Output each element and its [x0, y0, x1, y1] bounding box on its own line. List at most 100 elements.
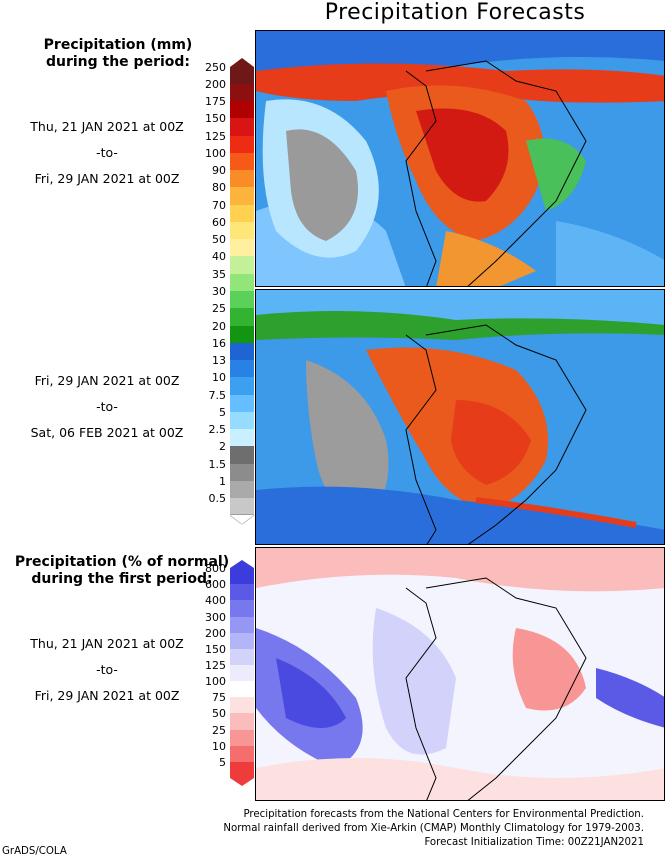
period-1-sep: -to-	[96, 145, 118, 160]
anomaly-colorbar-swatch	[230, 713, 254, 730]
anomaly-colorbar-swatch	[230, 648, 254, 666]
anomaly-colorbar-swatch	[230, 681, 254, 698]
period-2-label: Fri, 29 JAN 2021 at 00Z -to- Sat, 06 FEB…	[0, 373, 217, 451]
anomaly-colorbar-tick-label: 300	[205, 610, 226, 624]
amount-colorbar-tick-label: 20	[212, 319, 226, 333]
period-3-start: Thu, 21 JAN 2021 at 00Z	[30, 636, 184, 651]
amount-heading-line-1: Precipitation (mm)	[43, 37, 193, 53]
anomaly-colorbar-swatch	[230, 568, 254, 585]
map-panel-anomaly	[255, 547, 665, 801]
amount-colorbar-bottom-arrow	[230, 515, 254, 525]
amount-colorbar-swatch	[230, 256, 254, 275]
page-title: Precipitation Forecasts	[324, 0, 586, 25]
footer-line-2: Normal rainfall derived from Xie-Arkin (…	[223, 823, 644, 834]
amount-colorbar-tick-label: 2.5	[208, 423, 227, 437]
period-2-end: Sat, 06 FEB 2021 at 00Z	[30, 425, 184, 440]
amount-colorbar-tick-label: 70	[212, 198, 226, 212]
amount-colorbar-tick-label: 250	[205, 60, 226, 74]
anomaly-colorbar-tick-label: 10	[212, 739, 226, 753]
map-panel-period-2	[255, 289, 665, 545]
amount-colorbar-tick-label: 150	[205, 112, 226, 126]
amount-colorbar-swatch	[230, 377, 254, 396]
amount-colorbar-tick-label: 175	[205, 95, 226, 109]
amount-colorbar-tick-label: 125	[205, 129, 226, 143]
amount-colorbar-swatch	[230, 135, 254, 154]
footer-line-3: Forecast Initialization Time: 00Z21JAN20…	[424, 837, 644, 848]
amount-colorbar-swatch	[230, 170, 254, 188]
anomaly-colorbar-tick-label: 25	[212, 723, 226, 737]
anomaly-legend-heading: Precipitation (% of normal) during the f…	[8, 554, 236, 588]
amount-colorbar-swatch	[230, 101, 254, 119]
amount-colorbar-tick-label: 35	[212, 267, 226, 281]
anomaly-colorbar-tick-label: 5	[219, 755, 226, 769]
amount-colorbar-swatch	[230, 325, 254, 344]
amount-colorbar-tick-label: 13	[212, 354, 226, 368]
anomaly-colorbar-top-arrow	[230, 560, 254, 568]
amount-colorbar-swatch	[230, 480, 254, 499]
anomaly-colorbar-swatch	[230, 632, 254, 650]
anomaly-colorbar-tick-label: 100	[205, 675, 226, 689]
amount-colorbar-tick-label: 100	[205, 146, 226, 160]
period-1-end: Fri, 29 JAN 2021 at 00Z	[34, 171, 180, 186]
amount-colorbar-tick-label: 10	[212, 371, 226, 385]
period-1-label: Thu, 21 JAN 2021 at 00Z -to- Fri, 29 JAN…	[0, 119, 217, 197]
anomaly-heading-line-2: during the first period:	[31, 571, 213, 587]
period-2-sep: -to-	[96, 399, 118, 414]
amount-colorbar-swatch	[230, 308, 254, 326]
anomaly-colorbar-tick-label: 800	[205, 562, 226, 576]
footer-notes: Precipitation forecasts from the Nationa…	[223, 808, 644, 850]
amount-colorbar-swatch	[230, 360, 254, 378]
amount-colorbar-swatch	[230, 66, 254, 85]
anomaly-colorbar-tick-label: 150	[205, 642, 226, 656]
anomaly-colorbar-tick-label: 50	[212, 707, 226, 721]
amount-colorbar-tick-label: 80	[212, 181, 226, 195]
anomaly-colorbar-tick-label: 125	[205, 658, 226, 672]
amount-colorbar-swatch	[230, 429, 254, 447]
amount-colorbar-tick-label: 1	[219, 474, 226, 488]
amount-colorbar-swatch	[230, 291, 254, 309]
amount-colorbar-swatch	[230, 394, 254, 413]
amount-colorbar-swatch	[230, 221, 254, 240]
amount-colorbar-swatch	[230, 152, 254, 171]
amount-colorbar-swatch	[230, 446, 254, 465]
amount-colorbar-swatch	[230, 187, 254, 206]
amount-colorbar-swatch	[230, 463, 254, 482]
footer-line-1: Precipitation forecasts from the Nationa…	[243, 809, 644, 820]
anomaly-colorbar-tick-label: 75	[212, 691, 226, 705]
grads-credit: GrADS/COLA	[2, 846, 67, 857]
amount-colorbar-swatch	[230, 83, 254, 102]
amount-colorbar-tick-label: 16	[212, 336, 226, 350]
amount-colorbar-swatch	[230, 411, 254, 430]
anomaly-heading-line-1: Precipitation (% of normal)	[14, 554, 230, 570]
amount-legend-heading: Precipitation (mm) during the period:	[8, 37, 228, 71]
period-2-start: Fri, 29 JAN 2021 at 00Z	[34, 373, 180, 388]
amount-colorbar-tick-label: 7.5	[208, 388, 227, 402]
anomaly-colorbar-swatch	[230, 600, 254, 617]
anomaly-colorbar-tick-label: 200	[205, 626, 226, 640]
amount-colorbar-tick-label: 60	[212, 215, 226, 229]
anomaly-colorbar-swatch	[230, 729, 254, 747]
anomaly-colorbar-swatch	[230, 761, 254, 779]
amount-colorbar-swatch	[230, 273, 254, 292]
amount-colorbar-swatch	[230, 498, 254, 516]
amount-colorbar-tick-label: 5	[219, 405, 226, 419]
anomaly-colorbar-tick-label: 400	[205, 594, 226, 608]
amount-colorbar-tick-label: 30	[212, 285, 226, 298]
amount-colorbar-tick-label: 25	[212, 302, 226, 316]
anomaly-colorbar-swatch	[230, 745, 254, 763]
period-3-sep: -to-	[96, 662, 118, 677]
period-3-label: Thu, 21 JAN 2021 at 00Z -to- Fri, 29 JAN…	[0, 636, 217, 714]
period-3-end: Fri, 29 JAN 2021 at 00Z	[34, 688, 180, 703]
amount-heading-line-2: during the period:	[45, 54, 191, 70]
amount-colorbar-swatch	[230, 204, 254, 223]
anomaly-colorbar-bottom-arrow	[230, 777, 254, 786]
amount-colorbar-tick-label: 0.5	[208, 492, 227, 506]
amount-colorbar-top-arrow	[230, 58, 254, 67]
map-panel-period-1	[255, 30, 665, 287]
amount-colorbar-swatch	[230, 342, 254, 361]
amount-colorbar-swatch	[230, 239, 254, 257]
amount-colorbar-tick-label: 40	[212, 250, 226, 264]
amount-colorbar-tick-label: 2	[219, 440, 226, 454]
anomaly-colorbar-swatch	[230, 697, 254, 714]
amount-colorbar-tick-label: 90	[212, 164, 226, 178]
